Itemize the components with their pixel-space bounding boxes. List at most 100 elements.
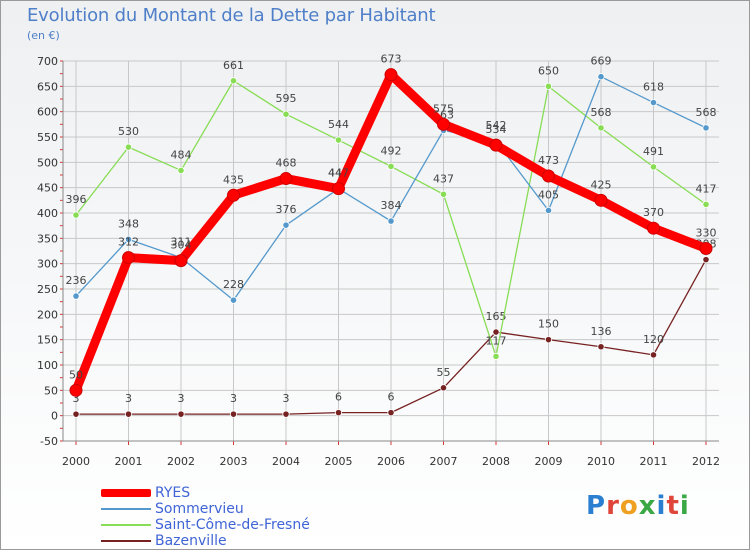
data-label-saint-come-de-fresne: 650 xyxy=(538,64,559,77)
data-point-ryes xyxy=(174,254,188,268)
data-point-ryes xyxy=(384,68,398,82)
y-tick-label: 50 xyxy=(44,384,58,397)
legend-label-bazenville: Bazenville xyxy=(155,533,227,549)
data-point-saint-come-de-fresne xyxy=(544,82,553,90)
x-tick-label: 2008 xyxy=(482,455,510,468)
data-point-sommervieu xyxy=(229,296,238,304)
data-point-saint-come-de-fresne xyxy=(72,211,80,219)
data-label-saint-come-de-fresne: 117 xyxy=(486,334,507,347)
legend-item-bazenville: Bazenville xyxy=(101,533,227,549)
data-point-ryes xyxy=(647,221,660,235)
legend-swatch-saint-come xyxy=(101,524,151,526)
data-point-sommervieu xyxy=(597,73,605,81)
y-tick-label: 150 xyxy=(37,334,58,347)
data-label-ryes: 312 xyxy=(118,236,139,249)
data-label-ryes: 425 xyxy=(591,178,612,191)
data-label-bazenville: 165 xyxy=(486,310,507,323)
data-label-bazenville: 150 xyxy=(538,318,559,331)
data-point-ryes xyxy=(122,251,135,265)
y-tick-label: 200 xyxy=(37,308,58,321)
data-point-saint-come-de-fresne xyxy=(439,190,448,198)
data-label-sommervieu: 669 xyxy=(591,55,612,68)
data-label-bazenville: 3 xyxy=(73,392,80,405)
data-label-ryes: 575 xyxy=(433,102,454,115)
data-point-ryes xyxy=(332,182,345,196)
data-label-saint-come-de-fresne: 661 xyxy=(223,59,244,72)
logo-letter: P xyxy=(586,491,607,521)
y-tick-label: 650 xyxy=(37,80,58,93)
y-tick-label: 700 xyxy=(37,55,58,68)
legend-swatch-sommervieu xyxy=(101,508,151,510)
legend-label-ryes: RYES xyxy=(155,485,191,501)
x-tick-label: 2012 xyxy=(692,455,720,468)
y-tick-label: 400 xyxy=(37,207,58,220)
data-point-bazenville xyxy=(649,351,658,359)
x-tick-label: 2006 xyxy=(377,455,405,468)
y-tick-label: 0 xyxy=(51,410,58,423)
x-tick-label: 2009 xyxy=(535,455,563,468)
data-label-sommervieu: 384 xyxy=(381,199,402,212)
data-label-sommervieu: 348 xyxy=(118,217,139,230)
data-point-sommervieu xyxy=(282,221,290,229)
data-label-ryes: 50 xyxy=(69,368,83,381)
data-point-saint-come-de-fresne xyxy=(229,77,238,85)
data-point-ryes xyxy=(279,172,293,186)
data-label-sommervieu: 236 xyxy=(66,274,87,287)
x-tick-label: 2001 xyxy=(115,455,143,468)
y-tick-label: 500 xyxy=(37,156,58,169)
x-tick-label: 2003 xyxy=(220,455,248,468)
data-point-sommervieu xyxy=(124,235,133,243)
data-label-saint-come-de-fresne: 491 xyxy=(643,145,664,158)
data-label-saint-come-de-fresne: 492 xyxy=(381,144,402,157)
data-label-sommervieu: 376 xyxy=(276,203,297,216)
data-label-saint-come-de-fresne: 544 xyxy=(328,118,349,131)
y-tick-label: 600 xyxy=(37,106,58,119)
chart-title: Evolution du Montant de la Dette par Hab… xyxy=(27,5,436,26)
x-tick-label: 2005 xyxy=(325,455,353,468)
data-point-bazenville xyxy=(229,410,238,418)
data-label-ryes: 370 xyxy=(643,206,664,219)
data-label-ryes: 447 xyxy=(328,167,349,180)
data-point-bazenville xyxy=(544,336,553,344)
logo-letter: i xyxy=(656,491,667,521)
data-label-saint-come-de-fresne: 417 xyxy=(696,182,717,195)
logo-letter: t xyxy=(666,491,680,521)
proxiti-logo: Proxiti xyxy=(586,491,690,521)
data-point-ryes xyxy=(437,117,450,131)
data-point-ryes xyxy=(227,188,240,202)
data-point-bazenville xyxy=(597,343,605,351)
data-label-bazenville: 6 xyxy=(388,391,395,404)
data-label-ryes: 435 xyxy=(223,173,244,186)
data-label-saint-come-de-fresne: 396 xyxy=(66,193,87,206)
unit-label: (en €) xyxy=(27,29,60,42)
data-point-saint-come-de-fresne xyxy=(124,143,133,151)
data-point-saint-come-de-fresne xyxy=(177,166,185,175)
data-label-bazenville: 55 xyxy=(437,366,451,379)
y-tick-label: 300 xyxy=(37,258,58,271)
legend-item-saint-come: Saint-Côme-de-Fresné xyxy=(101,517,310,533)
data-point-bazenville xyxy=(439,384,448,392)
data-label-sommervieu: 311 xyxy=(171,236,192,249)
data-label-bazenville: 6 xyxy=(335,391,342,404)
data-point-ryes xyxy=(594,193,608,207)
x-tick-label: 2000 xyxy=(62,455,90,468)
data-label-bazenville: 3 xyxy=(230,392,237,405)
data-label-sommervieu: 542 xyxy=(486,119,507,132)
data-label-saint-come-de-fresne: 595 xyxy=(276,92,297,105)
x-tick-label: 2002 xyxy=(167,455,195,468)
x-tick-label: 2010 xyxy=(587,455,615,468)
data-point-sommervieu xyxy=(649,98,658,107)
x-tick-label: 2011 xyxy=(640,455,668,468)
data-point-saint-come-de-fresne xyxy=(597,124,605,132)
data-point-saint-come-de-fresne xyxy=(649,163,658,171)
data-point-saint-come-de-fresne xyxy=(334,136,343,144)
data-label-ryes: 473 xyxy=(538,154,559,167)
data-label-saint-come-de-fresne: 484 xyxy=(171,148,192,161)
logo-letter: o xyxy=(619,491,639,521)
data-point-bazenville xyxy=(177,410,185,418)
data-label-sommervieu: 568 xyxy=(696,106,717,119)
legend-swatch-bazenville xyxy=(101,540,151,542)
y-tick-label: 450 xyxy=(37,182,58,195)
y-tick-label: 100 xyxy=(37,359,58,372)
